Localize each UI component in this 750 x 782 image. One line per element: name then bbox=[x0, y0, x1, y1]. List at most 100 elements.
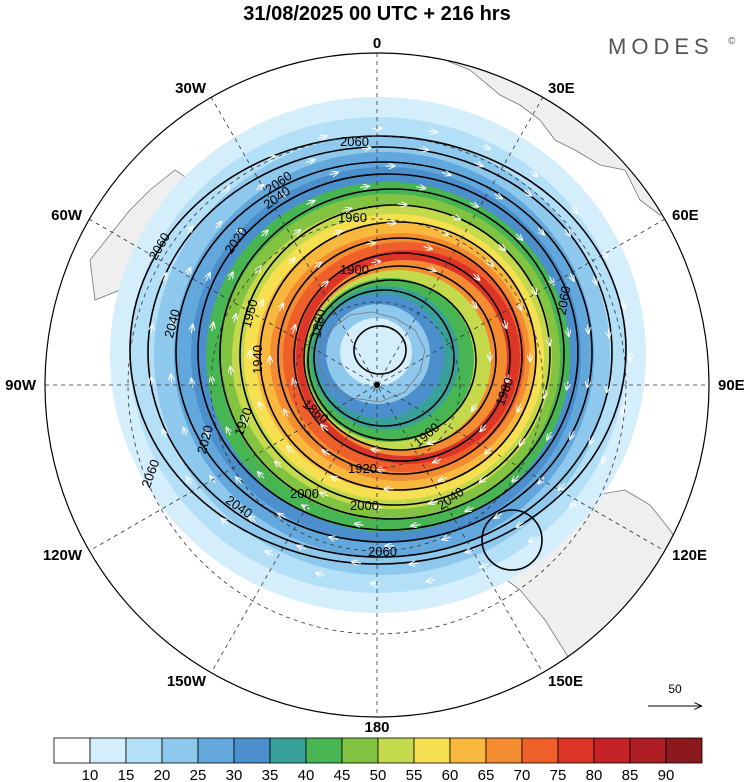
wind-vector-arrow bbox=[423, 246, 433, 249]
lon-label-90w: 90W bbox=[5, 377, 37, 394]
wind-vector-arrow bbox=[235, 228, 242, 236]
lon-label-150w: 150W bbox=[167, 673, 207, 690]
wind-vector-arrow bbox=[306, 201, 315, 205]
wind-vector-arrow bbox=[469, 203, 478, 207]
colorbar-tick-label: 90 bbox=[658, 767, 675, 782]
wind-vector-arrow bbox=[494, 514, 503, 519]
lon-label-60e: 60E bbox=[672, 207, 699, 224]
wind-vector-arrow bbox=[313, 262, 321, 267]
wind-vector-arrow bbox=[549, 336, 550, 346]
wind-vector-arrow bbox=[516, 522, 524, 527]
wind-vector-arrow bbox=[480, 477, 488, 482]
wind-vector-arrow bbox=[151, 377, 152, 386]
wind-vector-arrow bbox=[397, 204, 407, 205]
wind-vector-arrow bbox=[355, 524, 364, 525]
wind-vector-arrow bbox=[441, 173, 451, 175]
contour-label: 1960 bbox=[338, 210, 367, 225]
geopotential-contours bbox=[129, 135, 627, 571]
wind-vector-arrow bbox=[371, 449, 381, 450]
wind-vector-arrow bbox=[428, 131, 437, 133]
wind-vector-arrow bbox=[259, 300, 263, 309]
lon-label-30e: 30E bbox=[548, 80, 575, 97]
colorbar-swatch bbox=[557, 737, 595, 764]
wind-vector-arrow bbox=[329, 172, 338, 174]
wind-vector-arrow bbox=[532, 286, 536, 294]
wind-vector-arrow bbox=[183, 428, 186, 436]
wind-vector-arrow bbox=[256, 185, 263, 190]
wind-vector-arrow bbox=[593, 276, 596, 284]
wind-vector-arrow bbox=[451, 216, 460, 220]
wind-vector-arrow bbox=[191, 379, 192, 388]
colorbar-tick-label: 30 bbox=[226, 767, 243, 782]
wind-vector-arrow bbox=[236, 477, 243, 484]
contour-label: 1860 bbox=[308, 308, 328, 339]
wind-vector-arrow bbox=[317, 136, 327, 138]
wind-vector-arrow bbox=[547, 431, 551, 440]
wind-vector-arrow bbox=[320, 281, 328, 287]
colorbar-tick-label: 45 bbox=[334, 767, 351, 782]
wind-vector-arrow bbox=[206, 273, 210, 282]
colorbar-swatch bbox=[665, 737, 703, 764]
wind-vector-arrow bbox=[275, 462, 282, 468]
wind-vector-arrow bbox=[163, 429, 166, 438]
wind-vector-arrow bbox=[163, 273, 166, 282]
contour-label: 1950 bbox=[239, 298, 261, 330]
wind-vector-arrow bbox=[608, 328, 609, 337]
colorbar-tick-label: 15 bbox=[118, 767, 135, 782]
wind-vector-arrow bbox=[603, 250, 607, 259]
contour-label: 2040 bbox=[161, 308, 183, 340]
wind-vector-arrow bbox=[587, 324, 588, 333]
contour-label: 1900 bbox=[340, 262, 369, 277]
wind-vector-arrow bbox=[342, 208, 352, 210]
wind-vector-arrow bbox=[472, 300, 477, 308]
wind-vector-arrow bbox=[438, 478, 447, 481]
wind-vector-arrow bbox=[411, 525, 421, 526]
wind-vector-arrow bbox=[371, 583, 380, 584]
contour-label: 2000 bbox=[350, 498, 379, 513]
colorbar-tick-label: 60 bbox=[442, 767, 459, 782]
wind-vector-arrow bbox=[494, 194, 502, 199]
wind-vector-arrow bbox=[426, 580, 436, 581]
colorbar-tick-label: 20 bbox=[154, 767, 171, 782]
graticule bbox=[45, 53, 709, 717]
wind-vector-arrow bbox=[480, 424, 486, 432]
wind-vector-arrow bbox=[320, 493, 329, 497]
colorbar-tick-label: 40 bbox=[298, 767, 315, 782]
wind-vector-arrow bbox=[216, 222, 222, 229]
lon-label-0: 0 bbox=[373, 35, 381, 52]
wind-vector-arrow bbox=[187, 477, 192, 485]
wind-vector-arrow bbox=[172, 320, 173, 329]
wind-vector-arrow bbox=[371, 261, 380, 262]
brand-logo-text: MODES bbox=[608, 34, 714, 59]
wind-vector-arrow bbox=[570, 430, 574, 439]
wind-vector-arrow bbox=[316, 573, 325, 575]
wind-vector-arrow bbox=[570, 499, 576, 507]
wind-vector-arrow bbox=[280, 303, 284, 312]
reference-vector-label: 50 bbox=[668, 682, 682, 696]
contour-label: 1940 bbox=[250, 345, 265, 374]
lon-label-150e: 150E bbox=[548, 673, 583, 690]
wind-vector-arrow bbox=[427, 441, 436, 445]
contour-label: 2060 bbox=[554, 285, 574, 316]
wind-vector-arrow bbox=[329, 537, 339, 539]
map-title: 31/08/2025 00 UTC + 216 hrs bbox=[243, 3, 510, 25]
wind-vector-arrow bbox=[427, 268, 435, 272]
wind-vector-arrow bbox=[590, 436, 594, 444]
wind-vector-arrow bbox=[433, 459, 442, 462]
lon-label-60w: 60W bbox=[51, 207, 83, 224]
wind-vector-arrow bbox=[559, 483, 565, 490]
wind-vector-arrow bbox=[206, 431, 210, 439]
colorbar-swatch bbox=[53, 737, 91, 764]
colorbar-swatch bbox=[197, 737, 235, 764]
colorbar-swatch bbox=[89, 737, 127, 764]
lon-label-30w: 30W bbox=[175, 80, 207, 97]
lon-label-90e: 90E bbox=[718, 377, 745, 394]
wind-vector-arrow bbox=[472, 273, 479, 280]
wind-vector-arrow bbox=[322, 450, 331, 455]
colorbar-swatch bbox=[161, 737, 199, 764]
wind-vector-arrow bbox=[284, 409, 289, 418]
wind-vector-arrow bbox=[485, 447, 492, 454]
wind-vector-arrow bbox=[376, 469, 386, 470]
wind-vector-arrow bbox=[361, 148, 371, 149]
wind-vector-arrow bbox=[259, 402, 262, 411]
